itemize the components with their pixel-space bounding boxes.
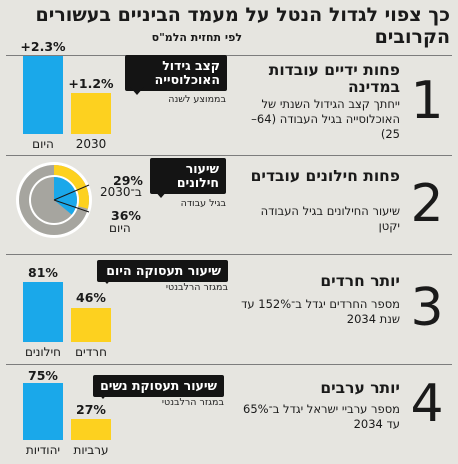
section-body: מספר החרדים יגדל ב־152% עד שנת 2034 bbox=[241, 297, 400, 326]
bar bbox=[71, 308, 111, 342]
bar-value-label: +1.2% bbox=[68, 76, 114, 91]
bar-value-label: 27% bbox=[76, 402, 106, 417]
callout-box: שיעור חילונים bbox=[150, 158, 226, 194]
bar bbox=[71, 419, 111, 440]
pie-leader-line bbox=[53, 184, 90, 201]
bar bbox=[23, 383, 63, 440]
section-body: ייחתך קצב הגידול השנתי של האוכלוסייה בגי… bbox=[251, 97, 400, 141]
pie-value-label: 36% bbox=[111, 208, 141, 223]
section-divider bbox=[6, 155, 452, 156]
section-heading: פחות ידיים עובדות במדינה bbox=[268, 61, 400, 96]
bar-value-label: 81% bbox=[28, 265, 58, 280]
section-heading: יותר חרדים bbox=[320, 272, 400, 290]
pie-value-label: 29% bbox=[113, 173, 143, 188]
bar-category-label: חילונים bbox=[24, 345, 62, 359]
page-subtitle: לפי תחזית הלמ"ס bbox=[151, 31, 242, 44]
section-number: 4 bbox=[410, 374, 444, 434]
bar-category-label: ערביות bbox=[73, 443, 109, 457]
page-title: כך צפוי לגדול הנטל על מעמד הביניים בעשור… bbox=[35, 4, 450, 48]
section-heading: יותר ערבים bbox=[320, 379, 400, 397]
bar bbox=[71, 93, 111, 134]
pie-slice-today bbox=[54, 177, 77, 215]
callout-note: במגזר הרלבנטי bbox=[165, 282, 228, 293]
bar-category-label: 2030 bbox=[75, 137, 107, 151]
callout-box: שיעור תעסוקה היום bbox=[97, 260, 228, 282]
bar bbox=[23, 56, 63, 134]
callout-note: במגזר הרלבנטי bbox=[161, 397, 224, 408]
section-divider bbox=[6, 254, 452, 255]
section-heading: פחות חילונים עובדים bbox=[250, 167, 400, 185]
callout-pointer bbox=[96, 391, 110, 399]
callout-box: שיעור תעסוקת נשים bbox=[93, 375, 224, 397]
bar-value-label: 46% bbox=[76, 290, 106, 305]
bar-value-label: +2.3% bbox=[20, 39, 66, 54]
section-number: 2 bbox=[410, 174, 444, 234]
section-divider bbox=[6, 55, 452, 56]
bar-value-label: 75% bbox=[28, 368, 58, 383]
pie-label: היום bbox=[109, 221, 131, 235]
pie-chart bbox=[16, 162, 92, 238]
bar-category-label: יהודיות bbox=[25, 443, 61, 457]
section-body: שיעור החילונים בגיל העבודה יקטן bbox=[260, 204, 400, 233]
callout-note: בממוצע לשנה bbox=[168, 94, 226, 105]
callout-pointer bbox=[154, 190, 168, 198]
callout-pointer bbox=[130, 87, 144, 95]
pie-leader-line bbox=[53, 199, 90, 213]
callout-box: קצב גידול האוכלוסייה bbox=[125, 55, 227, 91]
pie-label: ב־2030 bbox=[100, 185, 142, 199]
callout-note: בגיל עבודה bbox=[180, 198, 226, 209]
section-number: 1 bbox=[410, 71, 444, 131]
bar bbox=[23, 282, 63, 342]
bar-category-label: חרדים bbox=[75, 345, 107, 359]
section-number: 3 bbox=[410, 278, 444, 338]
callout-pointer bbox=[100, 276, 114, 284]
section-body: מספר ערביי ישראל יגדל ב־65% עד 2034 bbox=[243, 402, 400, 431]
section-divider bbox=[6, 364, 452, 365]
bar-category-label: היום bbox=[32, 137, 54, 151]
